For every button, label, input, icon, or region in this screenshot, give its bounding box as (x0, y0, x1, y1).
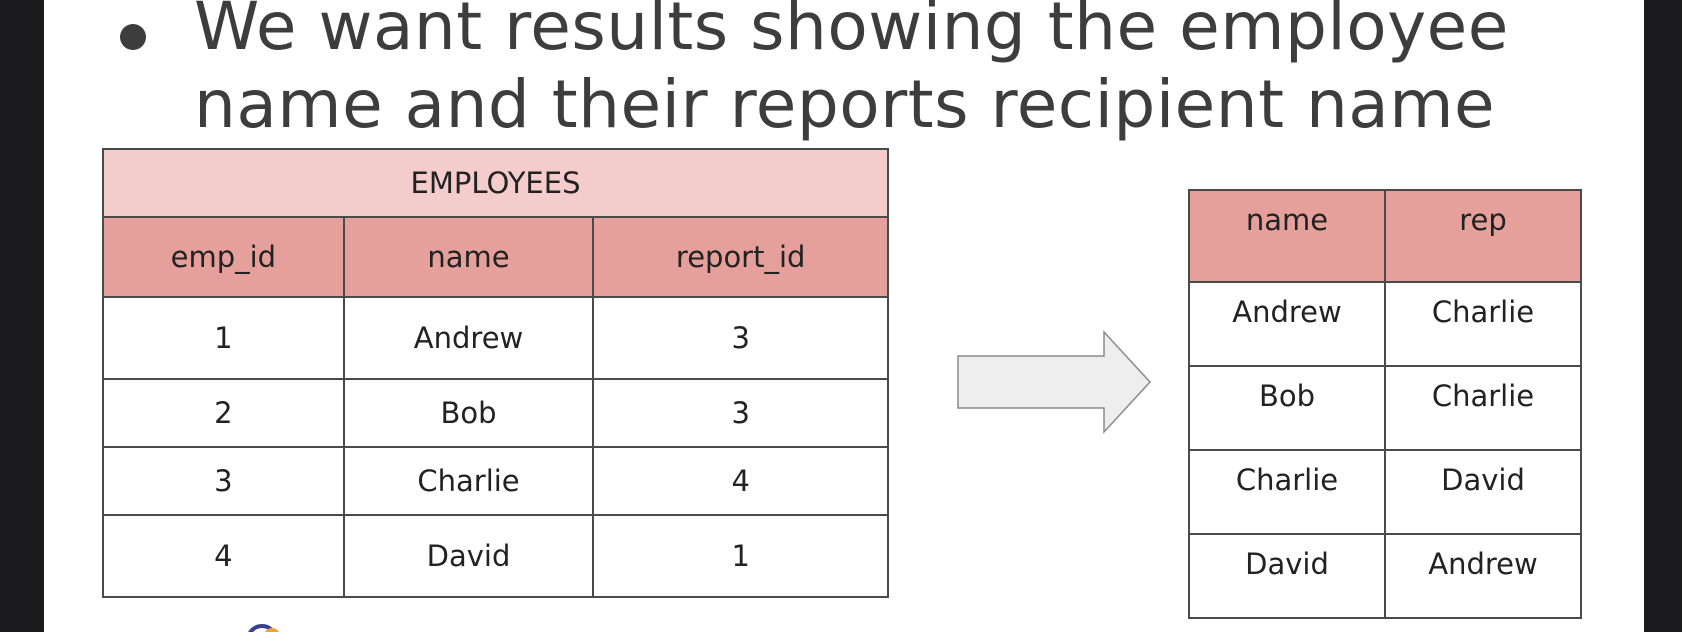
report-id-cell: 3 (592, 296, 889, 380)
result-header-row: name rep (1188, 189, 1582, 283)
table-row: 1 Andrew 3 (102, 296, 889, 380)
employees-caption-row: EMPLOYEES (102, 148, 889, 218)
name-cell: Bob (342, 378, 595, 448)
employees-header-row: emp_id name report_id (102, 216, 889, 298)
emp-id-cell: 4 (102, 514, 345, 598)
rep-cell: Andrew (1384, 533, 1582, 619)
name-cell: Andrew (342, 296, 595, 380)
result-table: name rep Andrew Charlie Bob Charlie Char… (1188, 189, 1582, 619)
emp-id-cell: 2 (102, 378, 345, 448)
table-row: 3 Charlie 4 (102, 446, 889, 516)
right-arrow-icon (957, 330, 1152, 434)
column-header-report-id: report_id (592, 216, 889, 298)
name-cell: Charlie (1188, 449, 1386, 535)
column-header-emp-id: emp_id (102, 216, 345, 298)
report-id-cell: 4 (592, 446, 889, 516)
employees-table: EMPLOYEES emp_id name report_id 1 Andrew… (102, 148, 889, 598)
table-row: 4 David 1 (102, 514, 889, 598)
logo-icon (248, 624, 279, 632)
name-cell: Bob (1188, 365, 1386, 451)
report-id-cell: 3 (592, 378, 889, 448)
column-header-rep: rep (1384, 189, 1582, 283)
emp-id-cell: 3 (102, 446, 345, 516)
table-row: 2 Bob 3 (102, 378, 889, 448)
slide: We want results showing the employee nam… (44, 0, 1644, 632)
name-cell: Charlie (342, 446, 595, 516)
name-cell: Andrew (1188, 281, 1386, 367)
column-header-name: name (342, 216, 595, 298)
name-cell: David (1188, 533, 1386, 619)
rep-cell: David (1384, 449, 1582, 535)
rep-cell: Charlie (1384, 365, 1582, 451)
name-cell: David (342, 514, 595, 598)
emp-id-cell: 1 (102, 296, 345, 380)
rep-cell: Charlie (1384, 281, 1582, 367)
table-row: Charlie David (1188, 449, 1582, 535)
table-row: David Andrew (1188, 533, 1582, 619)
report-id-cell: 1 (592, 514, 889, 598)
table-row: Bob Charlie (1188, 365, 1582, 451)
bullet-dot-icon (120, 24, 146, 50)
employees-table-caption: EMPLOYEES (102, 148, 889, 218)
slide-headline: We want results showing the employee nam… (194, 0, 1509, 143)
table-row: Andrew Charlie (1188, 281, 1582, 367)
column-header-name: name (1188, 189, 1386, 283)
